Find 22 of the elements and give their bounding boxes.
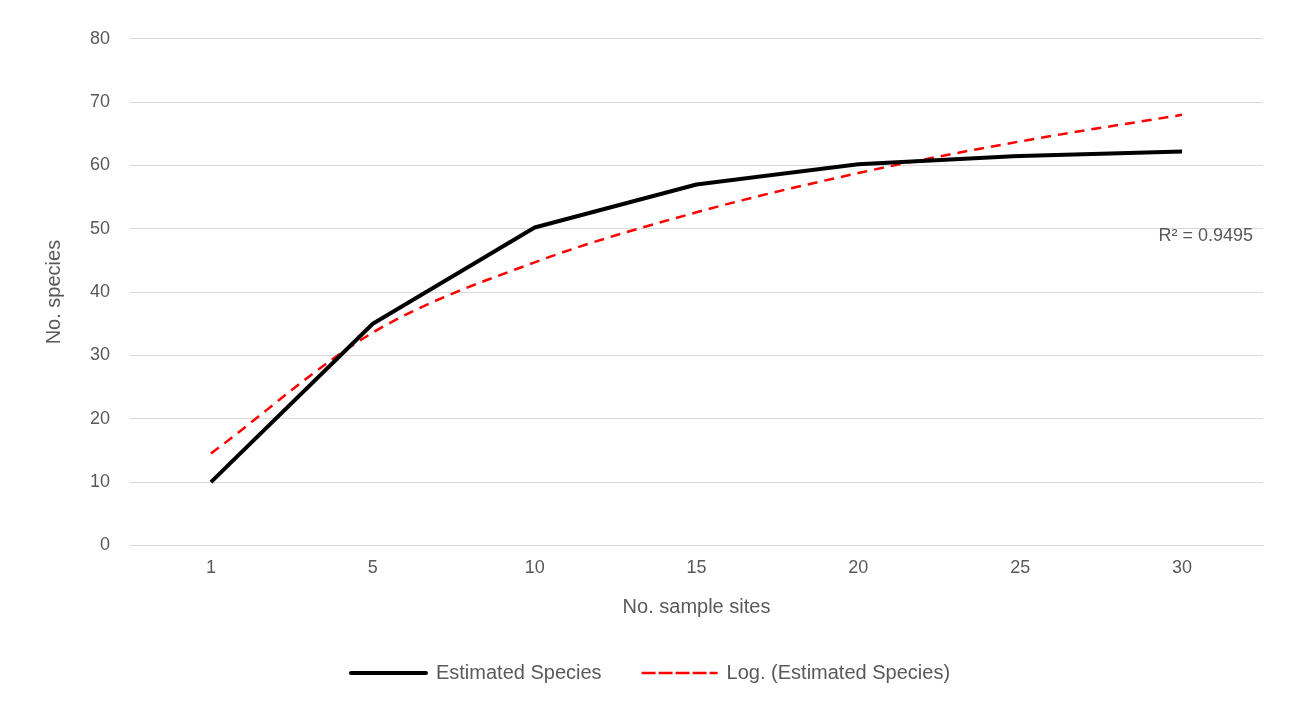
y-tick-label: 50	[89, 217, 111, 238]
x-tick-label: 25	[1010, 557, 1031, 578]
x-tick-label: 30	[1172, 557, 1193, 578]
x-tick-label: 15	[686, 557, 707, 578]
x-tick-label: 1	[205, 557, 216, 578]
line-series	[209, 113, 1184, 455]
y-axis-title: No. species	[41, 239, 64, 345]
x-tick-label: 20	[848, 557, 869, 578]
y-tick-label: 80	[89, 27, 111, 48]
y-tick-label: 0	[100, 534, 111, 555]
x-tick-label: 5	[367, 557, 378, 578]
y-tick-label: 30	[89, 344, 111, 365]
y-tick-label: 70	[89, 91, 111, 112]
y-tick-label: 20	[89, 407, 111, 428]
legend-label: Log. (Estimated Species)	[726, 660, 951, 683]
annotation: R² = 0.9495	[1158, 225, 1253, 246]
y-tick-label: 10	[89, 471, 111, 492]
y-tick-label: 40	[89, 281, 111, 302]
x-axis-title: No. sample sites	[622, 594, 771, 617]
x-tick-label: 10	[524, 557, 545, 578]
y-tick-label: 60	[89, 154, 111, 175]
legend-label: Estimated Species	[435, 660, 602, 683]
